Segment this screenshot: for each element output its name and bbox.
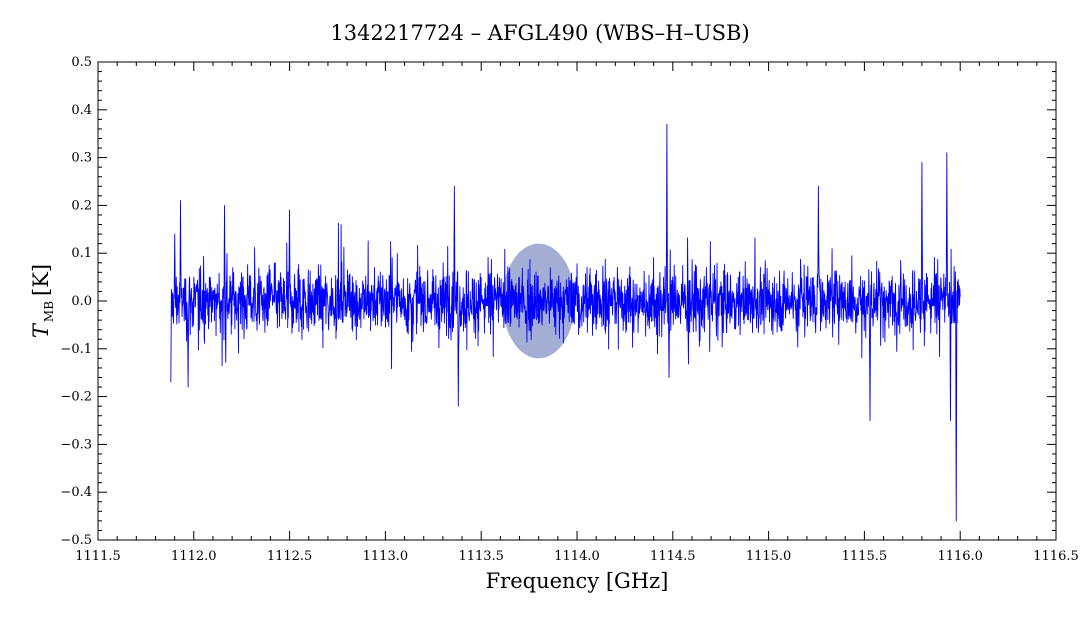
x-tick-label: 1116.0 bbox=[937, 549, 983, 564]
y-tick-label: −0.1 bbox=[60, 342, 92, 357]
y-axis-label-subscript: MB bbox=[42, 301, 56, 322]
y-tick-label: 0.4 bbox=[71, 103, 92, 118]
x-tick-label: 1112.0 bbox=[171, 549, 217, 564]
x-tick-label: 1113.0 bbox=[363, 549, 409, 564]
x-tick-label: 1116.5 bbox=[1033, 549, 1079, 564]
y-tick-label: −0.4 bbox=[60, 485, 92, 500]
plot-area bbox=[170, 123, 961, 522]
y-tick-label: −0.5 bbox=[60, 533, 92, 548]
x-axis-label: Frequency [GHz] bbox=[486, 569, 669, 593]
x-tick-label: 1115.0 bbox=[746, 549, 792, 564]
chart-title: 1342217724 – AFGL490 (WBS–H–USB) bbox=[330, 21, 749, 45]
spectrum-line bbox=[170, 123, 961, 522]
y-axis-label: TMB [K] bbox=[29, 264, 56, 338]
y-axis-label-unit: [K] bbox=[29, 264, 53, 296]
y-tick-label: 0.1 bbox=[71, 246, 92, 261]
y-tick-label: 0.5 bbox=[71, 55, 92, 70]
y-tick-label: −0.2 bbox=[60, 390, 92, 405]
x-tick-label: 1112.5 bbox=[267, 549, 313, 564]
x-tick-label: 1114.5 bbox=[650, 549, 696, 564]
x-tick-label: 1113.5 bbox=[458, 549, 504, 564]
y-axis-label-symbol: T bbox=[29, 322, 53, 338]
y-tick-label: −0.3 bbox=[60, 437, 92, 452]
y-tick-label: 0.0 bbox=[71, 294, 92, 309]
x-tick-label: 1111.5 bbox=[75, 549, 121, 564]
x-tick-label: 1115.5 bbox=[842, 549, 888, 564]
plot-frame bbox=[97, 61, 1057, 541]
x-tick-label: 1114.0 bbox=[554, 549, 600, 564]
svg-text:TMB[K]: TMB [K] bbox=[29, 264, 56, 338]
y-tick-label: 0.2 bbox=[71, 198, 92, 213]
y-tick-label: 0.3 bbox=[71, 151, 92, 166]
axis-tick-labels: 1111.5 1112.0 1112.5 1113.0 1113.5 1114.0 1114… bbox=[60, 55, 1078, 564]
